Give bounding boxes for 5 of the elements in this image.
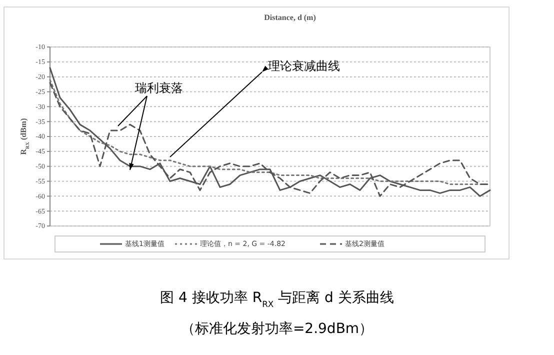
annotation: 瑞利衰落	[135, 81, 183, 95]
annotation: 理论衰减曲线	[268, 59, 340, 73]
text: （标准化发射功率=2.9dBm）	[180, 321, 374, 337]
x-axis-title: Distance, d (m)	[264, 13, 316, 22]
text: 图 4 接收功率 R$_{RX}$ 与距离 d 关系曲线	[160, 290, 394, 309]
